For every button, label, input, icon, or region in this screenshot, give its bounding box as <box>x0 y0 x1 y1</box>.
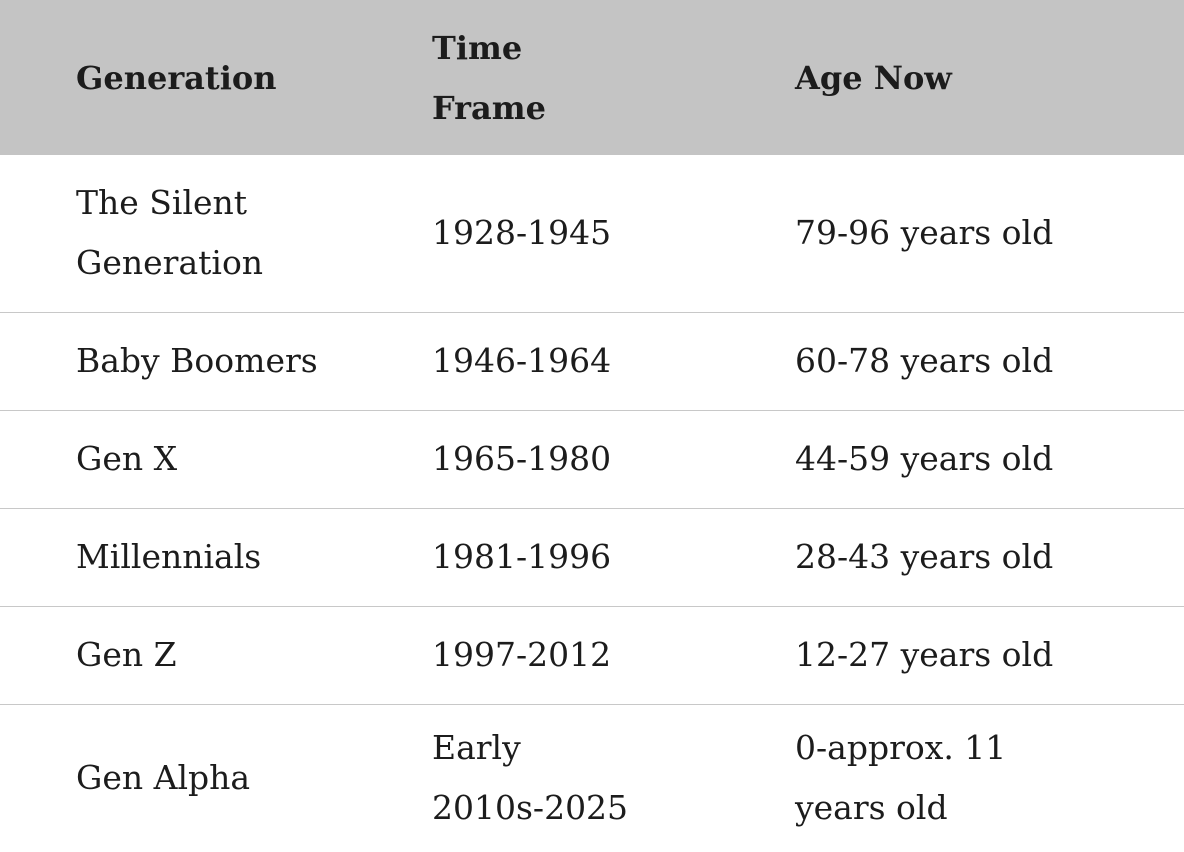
header-time-frame-line-1: Time <box>432 28 523 67</box>
header-row: Generation Time Frame Age Now <box>0 0 1184 155</box>
header-time-frame: Time Frame <box>432 0 795 155</box>
cell-generation: Millennials <box>76 537 262 576</box>
header-time-frame-line-2: Frame <box>432 88 546 127</box>
cell-time-frame: 1981-1996 <box>432 537 612 576</box>
cell-generation-line-2: Generation <box>76 243 264 283</box>
table-row: Millennials 1981-1996 28-43 years old <box>0 508 1184 606</box>
table-row: The Silent Generation 1928-1945 79-96 ye… <box>0 155 1184 312</box>
header-generation: Generation <box>0 0 432 155</box>
cell-generation: The Silent Generation <box>0 155 432 312</box>
table-row: Gen Z 1997-2012 12-27 years old <box>0 606 1184 704</box>
cell-generation-line-1: The Silent <box>76 183 248 223</box>
cell-age-now: 12-27 years old <box>795 635 1054 674</box>
table-row: Gen Alpha Early 2010s-2025 0-approx. 11 … <box>0 704 1184 852</box>
cell-generation: Gen Alpha <box>76 758 251 798</box>
cell-age-now: 60-78 years old <box>795 341 1054 380</box>
table-header: Generation Time Frame Age Now <box>0 0 1184 155</box>
cell-generation: Gen X <box>76 439 178 478</box>
cell-time-frame: 1928-1945 <box>432 213 612 253</box>
cell-generation: Gen Z <box>76 635 177 674</box>
cell-time-frame-line-1: Early <box>432 728 521 768</box>
cell-time-frame: 1997-2012 <box>432 635 612 674</box>
table-row: Gen X 1965-1980 44-59 years old <box>0 410 1184 508</box>
cell-age-now-line-1: 0-approx. 11 <box>795 728 1007 768</box>
header-age-now-line-1: Age Now <box>795 58 952 97</box>
cell-time-frame-line-2: 2010s-2025 <box>432 788 629 828</box>
cell-age-now: 44-59 years old <box>795 439 1054 478</box>
cell-time-frame: Early 2010s-2025 <box>432 704 795 852</box>
cell-age-now: 0-approx. 11 years old <box>795 704 1184 852</box>
cell-time-frame: 1946-1964 <box>432 341 612 380</box>
cell-age-now-line-2: years old <box>795 788 948 828</box>
cell-time-frame: 1965-1980 <box>432 439 612 478</box>
cell-age-now: 28-43 years old <box>795 537 1054 576</box>
cell-generation: Baby Boomers <box>76 341 318 380</box>
header-age-now: Age Now <box>795 0 1184 155</box>
header-generation-line-1: Generation <box>76 58 277 97</box>
table-row: Baby Boomers 1946-1964 60-78 years old <box>0 312 1184 410</box>
cell-age-now: 79-96 years old <box>795 213 1054 253</box>
table-body: The Silent Generation 1928-1945 79-96 ye… <box>0 155 1184 852</box>
